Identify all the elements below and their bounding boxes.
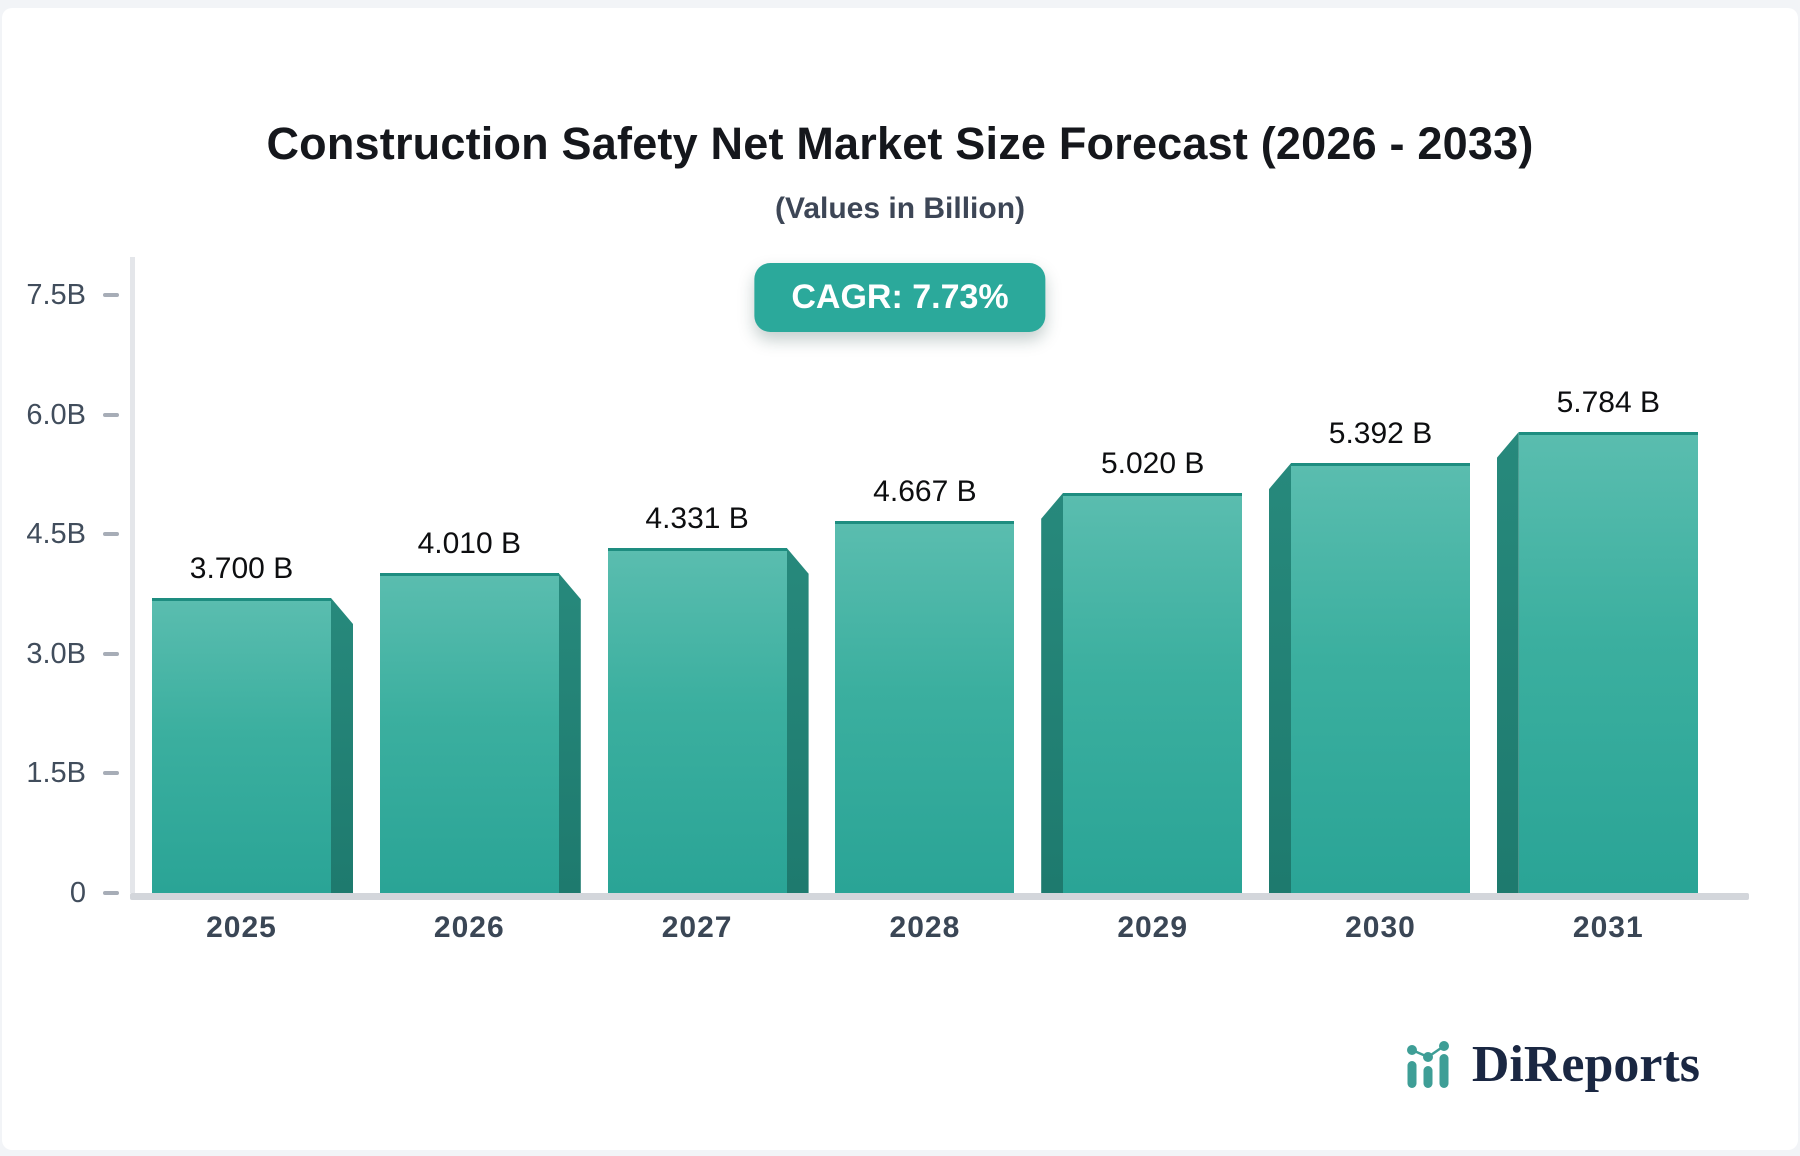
y-axis-tick-mark [103, 771, 119, 776]
bar-value-label: 4.331 B [645, 501, 749, 535]
bar [835, 520, 1015, 893]
y-axis-line [130, 257, 135, 893]
y-axis-tick-mark [103, 651, 119, 656]
bar-group-2030: 5.392 B [1269, 417, 1470, 893]
bar-3d-side [1269, 463, 1291, 893]
bar [152, 598, 331, 893]
bar [1063, 492, 1243, 893]
y-axis-tick-mark [103, 412, 119, 417]
bar [379, 573, 559, 893]
y-axis-tick-label: 6.0B [26, 398, 86, 431]
x-axis-year-label: 2028 [889, 911, 961, 944]
x-axis-year-label: 2026 [433, 911, 505, 944]
y-axis-tick-label: 7.5B [26, 279, 86, 311]
bar-3d-side [558, 573, 581, 893]
bar-group-2025: 3.700 B [152, 552, 353, 893]
y-axis-tick-label: 3.0B [26, 637, 86, 670]
bar-value-label: 5.392 B [1328, 417, 1433, 451]
x-axis-baseline [130, 893, 1749, 900]
bar-chart-logo-icon [1406, 1041, 1449, 1088]
bar-3d-side [786, 547, 809, 893]
brand-logo: DiReports [1404, 1036, 1700, 1093]
chart-title: Construction Safety Net Market Size Fore… [266, 118, 1534, 169]
bar-value-label: 3.700 B [189, 552, 294, 585]
bar-group-2027: 4.331 B [607, 502, 809, 893]
x-axis-year-label: 2030 [1345, 911, 1416, 944]
chart-card: Construction Safety Net Market Size Fore… [2, 8, 1798, 1150]
x-axis-year-label: 2029 [1117, 911, 1189, 944]
bar-3d-side [1041, 492, 1064, 893]
y-axis-tick-mark [103, 891, 119, 895]
y-axis-tick-label: 0 [69, 877, 86, 909]
bar-group-2031: 5.784 B [1496, 386, 1698, 893]
logo-text: DiReports [1471, 1036, 1700, 1093]
y-axis-tick-mark [103, 293, 119, 297]
y-axis-tick-mark [103, 532, 119, 537]
bar [1518, 431, 1698, 893]
bar [1291, 463, 1470, 893]
chart-subtitle: (Values in Billion) [774, 192, 1026, 225]
x-axis-year-label: 2031 [1572, 911, 1644, 944]
bar-group-2029: 5.020 B [1041, 447, 1243, 893]
bar-value-label: 4.010 B [417, 527, 522, 561]
bar-3d-side [331, 598, 353, 893]
bar-value-label: 4.667 B [873, 474, 977, 508]
y-axis-tick-label: 4.5B [26, 518, 86, 551]
x-axis-year-label: 2025 [206, 911, 277, 944]
cagr-badge: CAGR: 7.73% [754, 263, 1046, 332]
bar-value-label: 5.784 B [1556, 385, 1661, 419]
bar-group-2028: 4.667 B [835, 475, 1015, 893]
plot-area: 0 1.5B 3.0B 4.5B 6.0B 7.5B 3.700 B 2025 4.010 B 2… [26, 257, 1749, 944]
x-axis-year-label: 2027 [661, 911, 733, 944]
chart-header: Construction Safety Net Market Size Fore… [2, 118, 1798, 226]
bar-group-2026: 4.010 B [379, 527, 581, 893]
bar [607, 547, 787, 893]
bar-value-label: 5.020 B [1100, 446, 1205, 480]
y-axis-tick-label: 1.5B [26, 757, 86, 790]
bar-3d-side [1496, 431, 1519, 893]
